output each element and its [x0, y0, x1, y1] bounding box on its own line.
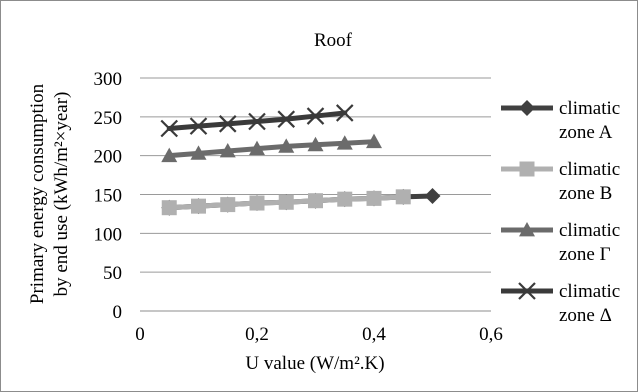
legend-label-3-line-2: zone Γ — [559, 244, 611, 265]
x-axis-title: U value (W/m².K) — [245, 353, 384, 374]
x-tick-label: 0,4 — [362, 324, 386, 345]
data-point-series-2 — [337, 191, 353, 207]
x-tick-label: 0,6 — [479, 324, 503, 345]
data-point-series-3 — [336, 135, 353, 150]
data-point-series-4 — [335, 104, 354, 122]
y-tick-label: 100 — [94, 224, 123, 245]
y-tick-label: 0 — [113, 302, 123, 323]
data-point-series-2 — [395, 189, 411, 205]
data-point-series-3 — [307, 136, 324, 152]
legend-label-1-line-2: zone A — [559, 122, 613, 143]
legend-label-2-line-1: climatic — [559, 159, 620, 180]
chart-title: Roof — [314, 30, 353, 51]
data-point-series-2 — [191, 198, 206, 214]
data-point-series-2 — [278, 194, 294, 210]
y-tick-label: 250 — [94, 108, 123, 129]
data-point-series-4 — [306, 107, 325, 125]
y-tick-label: 300 — [94, 69, 123, 90]
data-point-series-3 — [219, 143, 236, 158]
data-point-series-4 — [160, 119, 179, 138]
legend-marker-1 — [519, 100, 535, 116]
data-point-series-4 — [248, 112, 266, 131]
data-point-series-3 — [249, 140, 265, 156]
data-point-series-3 — [190, 145, 207, 160]
data-point-series-3 — [278, 138, 295, 153]
y-tick-label: 50 — [103, 263, 122, 284]
data-point-series-2 — [249, 195, 265, 211]
legend-label-4-line-2: zone Δ — [559, 305, 612, 326]
y-axis-title-line-2: by end use (kWh/m²×year) — [51, 92, 72, 297]
data-point-series-4 — [218, 115, 237, 133]
x-tick-label: 0 — [135, 324, 145, 345]
data-point-series-1 — [424, 188, 441, 205]
legend-label-3-line-1: climatic — [559, 220, 620, 241]
legend-label-1-line-1: climatic — [559, 98, 620, 119]
legend-label-2-line-2: zone B — [559, 183, 612, 204]
y-axis-title-line-1: Primary energy consumption — [27, 83, 48, 304]
data-point-series-2 — [366, 190, 382, 206]
data-point-series-2 — [308, 193, 323, 209]
data-point-series-4 — [277, 110, 296, 128]
legend-marker-2 — [519, 161, 535, 177]
series-line-3 — [166, 139, 377, 159]
data-point-series-4 — [189, 117, 208, 135]
legend-marker-4 — [518, 282, 536, 300]
data-point-series-2 — [161, 200, 177, 216]
y-tick-label: 200 — [94, 147, 123, 168]
data-point-series-3 — [161, 147, 178, 163]
x-tick-label: 0,2 — [245, 324, 269, 345]
y-tick-label: 150 — [94, 186, 123, 207]
legend-label-4-line-1: climatic — [559, 281, 620, 302]
legend-marker-3 — [519, 222, 535, 237]
data-point-series-3 — [366, 133, 382, 149]
data-point-series-2 — [220, 197, 236, 213]
